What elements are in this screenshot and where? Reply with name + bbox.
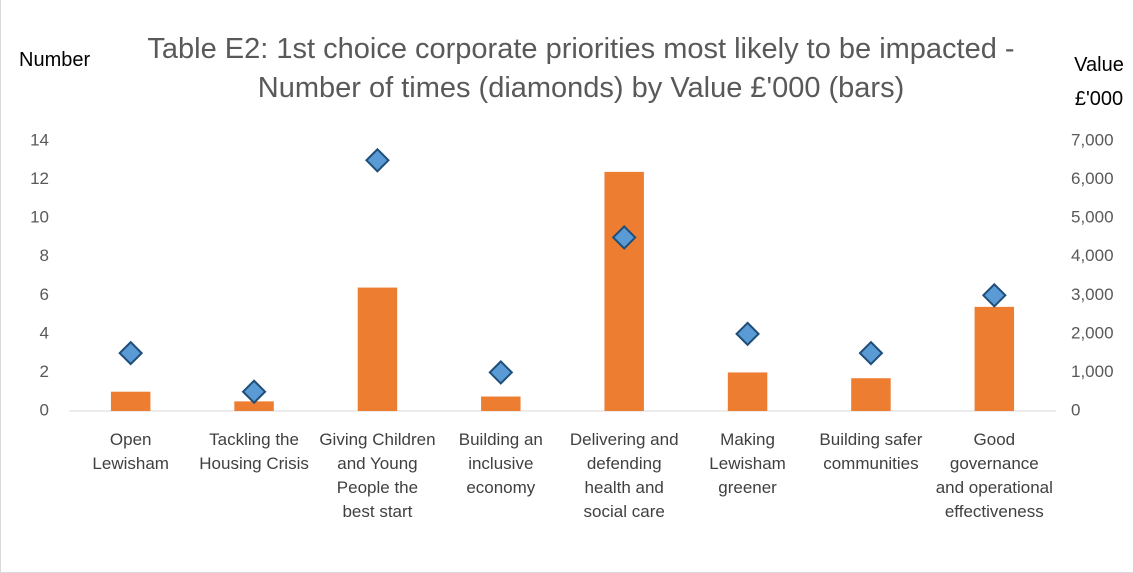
y2-tick-label: 2,000	[1071, 323, 1114, 342]
x-tick-label: Building safer communities	[819, 430, 923, 473]
y2-tick-label: 6,000	[1071, 169, 1114, 188]
diamond-marker	[735, 321, 760, 347]
y2-tick-label: 0	[1071, 400, 1080, 419]
bar	[727, 372, 768, 411]
x-tick-label: Making Lewisham greener	[709, 430, 786, 497]
y2-tick-label: 5,000	[1071, 208, 1114, 227]
diamond-marker	[118, 340, 144, 366]
y-axis-label: Number	[19, 49, 91, 71]
x-tick-label: Good governance and operational effectiv…	[935, 430, 1053, 521]
bar	[481, 396, 521, 411]
x-tick-label: Building an inclusive economy	[458, 430, 543, 497]
diamond-marker	[858, 340, 884, 366]
chart-title: Table E2: 1st choice corporate prioritie…	[147, 33, 1015, 104]
bar	[974, 306, 1015, 411]
bar	[357, 287, 398, 411]
x-tick-label: Tackling the Housing Crisis	[199, 430, 309, 473]
y-tick-label: 2	[40, 362, 49, 381]
diamond-marker	[981, 282, 1007, 308]
x-tick-label: Giving Children and Young People the bes…	[319, 430, 436, 521]
bar	[234, 401, 274, 411]
y2-tick-label: 4,000	[1071, 246, 1114, 265]
y-tick-label: 8	[40, 246, 49, 265]
y-tick-label: 12	[30, 169, 49, 188]
diamond-marker	[611, 225, 637, 250]
bar	[604, 171, 644, 411]
y-tick-label: 10	[30, 208, 49, 227]
y2-tick-label: 1,000	[1071, 362, 1114, 381]
y-tick-label: 14	[30, 130, 49, 149]
bar	[851, 378, 891, 411]
y-tick-label: 6	[40, 285, 49, 304]
y2-axis-label: Value £'000	[1074, 54, 1124, 110]
bar	[110, 391, 151, 411]
diamond-marker	[488, 360, 514, 385]
diamond-marker	[241, 379, 267, 405]
x-tick-label: Open Lewisham	[92, 430, 169, 473]
x-tick-label: Delivering and defending health and soci…	[569, 430, 679, 521]
y-tick-label: 0	[40, 400, 49, 419]
y-tick-label: 4	[40, 323, 49, 342]
y2-tick-label: 3,000	[1071, 285, 1114, 304]
diamond-marker	[365, 147, 390, 173]
y2-tick-label: 7,000	[1071, 130, 1114, 149]
